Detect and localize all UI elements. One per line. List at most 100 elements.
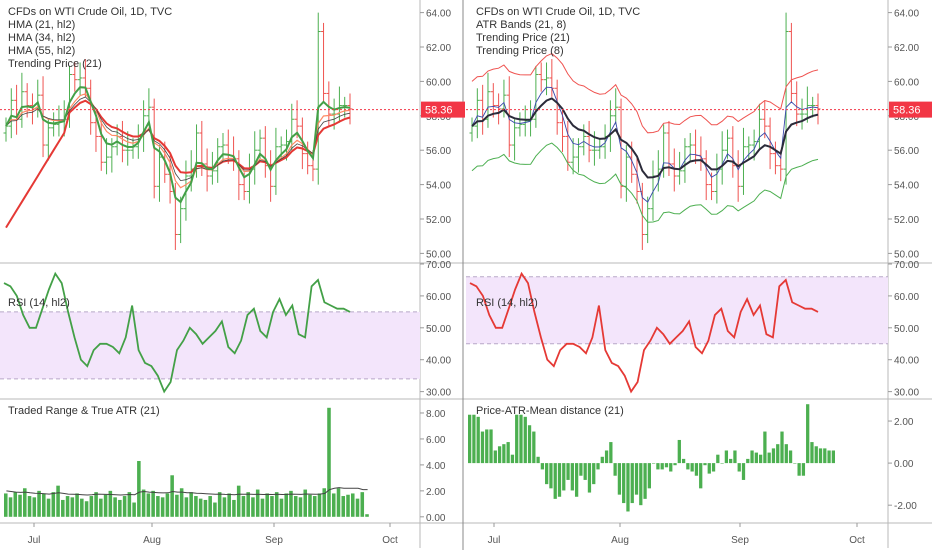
lower-label-right: Price-ATR-Mean distance (21)	[476, 405, 624, 417]
distance-bar	[617, 463, 622, 495]
distance-bar	[545, 463, 549, 485]
distance-bar	[823, 448, 827, 464]
distance-bar	[519, 414, 523, 464]
distance-bar	[536, 456, 540, 464]
distance-axis-tick-label: -2.00	[894, 501, 917, 512]
price-axis-tick-label: 60.00	[426, 77, 451, 88]
range-bar	[51, 492, 56, 517]
range-bar	[32, 497, 37, 517]
range-bar	[350, 493, 355, 517]
legend-left-line-3: HMA (34, hl2)	[8, 32, 75, 44]
legend-right-line-1: CFDs on WTI Crude Oil, 1D, TVC	[476, 6, 640, 18]
range-bar	[341, 496, 346, 517]
rsi-axis-tick-label: 50.00	[894, 324, 919, 335]
distance-bar	[750, 450, 754, 464]
distance-bar	[733, 450, 737, 464]
last-price-value: 58.36	[893, 105, 921, 117]
range-bar	[170, 475, 174, 517]
distance-bar	[703, 463, 707, 466]
range-bar	[56, 485, 60, 517]
distance-bar	[664, 463, 669, 468]
range-bar	[84, 501, 89, 517]
distance-bar	[583, 463, 587, 480]
legend-right-line-2: ATR Bands (21, 8)	[476, 19, 566, 31]
range-bar	[303, 489, 308, 517]
range-bar	[27, 496, 32, 517]
range-bar	[65, 496, 70, 517]
rsi-label-right: RSI (14, hl2)	[476, 297, 538, 309]
rsi-axis-tick-label: 30.00	[894, 388, 919, 399]
range-axis-tick-label: 2.00	[426, 487, 446, 498]
range-bar	[156, 496, 160, 517]
x-axis-label: Sep	[265, 535, 283, 546]
range-bar	[360, 492, 365, 517]
range-bar	[94, 492, 98, 517]
distance-bar	[699, 463, 703, 489]
rsi-axis-tick-label: 40.00	[426, 356, 451, 367]
range-bar	[23, 488, 27, 517]
range-bar	[246, 492, 250, 517]
rsi-axis-tick-label: 30.00	[426, 388, 451, 399]
atr-band-lower	[471, 142, 819, 223]
hma-21-line	[5, 86, 351, 204]
distance-axis-tick-label: 2.00	[894, 417, 914, 428]
range-bar	[75, 493, 79, 517]
legend-left-line-5: Trending Price (21)	[8, 58, 102, 70]
distance-bar	[506, 442, 510, 464]
range-bar	[189, 492, 193, 517]
range-bar	[213, 502, 217, 517]
range-bar	[327, 407, 331, 517]
distance-bar	[686, 463, 690, 470]
range-bar	[217, 492, 222, 517]
range-bar	[255, 489, 260, 517]
distance-bar	[801, 463, 806, 476]
distance-bar	[737, 463, 741, 472]
range-bar	[198, 498, 203, 517]
rsi-band	[0, 311, 420, 379]
distance-bar	[724, 450, 729, 464]
last-price-badge	[889, 101, 932, 118]
range-axis-tick-label: 8.00	[426, 409, 446, 420]
distance-bar	[574, 463, 579, 497]
legend-left-line-1: CFDs on WTI Crude Oil, 1D, TVC	[8, 6, 172, 18]
distance-bar	[647, 463, 651, 489]
range-bar	[89, 496, 94, 517]
distance-bar	[613, 463, 617, 476]
distance-bar	[831, 450, 835, 464]
range-bar	[322, 488, 327, 517]
legend-left-line-2: HMA (21, hl2)	[8, 19, 75, 31]
distance-bar	[746, 458, 750, 464]
distance-bar	[677, 439, 681, 464]
distance-bar	[758, 454, 763, 464]
range-bar	[284, 493, 288, 517]
distance-bar	[681, 458, 686, 464]
range-bar	[61, 499, 65, 517]
distance-bar	[634, 463, 639, 495]
distance-bar	[587, 463, 592, 493]
range-bar	[118, 499, 122, 517]
distance-bar	[763, 431, 767, 464]
range-bar	[151, 490, 155, 517]
distance-bar	[741, 463, 746, 480]
range-bar	[46, 498, 51, 517]
range-bar	[127, 492, 132, 517]
range-bar	[99, 498, 103, 517]
distance-bar	[549, 463, 553, 489]
range-bar	[346, 494, 350, 517]
distance-bar	[604, 450, 609, 464]
range-bar	[160, 497, 165, 517]
distance-bar	[592, 463, 596, 485]
hma-55-line	[5, 99, 351, 229]
distance-bar	[767, 452, 771, 464]
range-bar	[42, 493, 46, 517]
range-bar	[137, 461, 141, 517]
range-bar	[113, 497, 117, 517]
price-axis-tick-label: 60.00	[894, 77, 919, 88]
distance-bar	[626, 463, 630, 512]
distance-bar	[540, 463, 545, 470]
distance-bar	[652, 463, 656, 464]
x-axis-label: Jul	[488, 535, 501, 546]
range-bar	[236, 485, 241, 517]
distance-bar	[557, 463, 562, 497]
distance-bar	[729, 458, 733, 464]
